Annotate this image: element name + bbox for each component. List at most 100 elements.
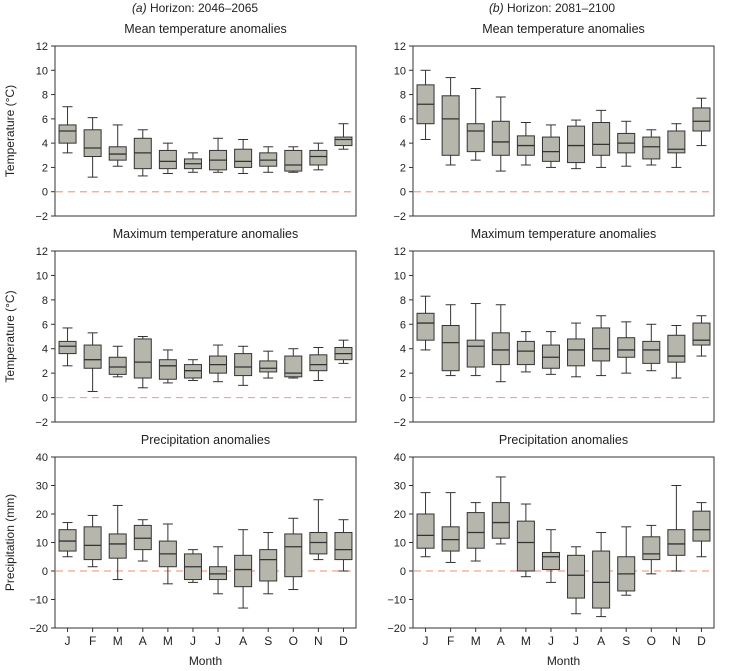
panel-r0c1-month-2-box xyxy=(466,123,485,153)
panel-r0c0-ylabel: Temperature (°C) xyxy=(3,85,17,177)
panel-r1c1-month-6-box xyxy=(567,338,586,367)
panel-r2c1-xtick-label-8: S xyxy=(622,634,630,648)
column-header-b-text: Horizon: 2081–2100 xyxy=(506,1,616,15)
panel-r1c1-ytick-label-4: 6 xyxy=(400,319,406,331)
panel-r1c0-month-0-box xyxy=(58,340,77,355)
panel-r2c1-xlabel: Month xyxy=(547,654,580,668)
panel-r0c1-ytick-label-5: 8 xyxy=(400,90,406,102)
panel-r0c1-month-9-box xyxy=(642,136,661,160)
panel-r2c0-xtick-label-7: A xyxy=(239,634,247,648)
panel-r2c1-month-1-box xyxy=(441,526,460,552)
panel-r0c0-ytick-label-3: 4 xyxy=(42,138,48,150)
panel-r2c0-month-2-box xyxy=(108,533,127,559)
panel-r0c1-month-3-box xyxy=(491,120,510,156)
panel-r1c1-title: Maximum temperature anomalies xyxy=(471,227,657,241)
panel-r2c0-month-3-box xyxy=(133,524,152,551)
panel-r1c0-month-1-box xyxy=(83,344,102,369)
panel-r1c0-ytick-label-0: −2 xyxy=(35,417,48,429)
panel-r2c1-ytick-label-5: 30 xyxy=(394,481,406,493)
panel-r1c0-ytick-label-4: 6 xyxy=(42,319,48,331)
panel-r0c0-ytick-label-1: 0 xyxy=(42,187,48,199)
panel-r0c0-month-9-box xyxy=(284,149,303,172)
panel-r2c0-xtick-label-5: J xyxy=(190,634,196,648)
panel-r1c1-ytick-label-5: 8 xyxy=(400,295,406,307)
panel-r2c1-xtick-label-6: J xyxy=(573,634,579,648)
panel-r2c0-xtick-label-3: A xyxy=(139,634,147,648)
panel-r0c1-ytick-label-2: 2 xyxy=(400,162,406,174)
panel-r2c1-month-0-box xyxy=(416,513,435,549)
panel-r1c0-month-9-box xyxy=(284,355,303,378)
panel-r1c0-title: Maximum temperature anomalies xyxy=(113,227,299,241)
panel-r2c0-title: Precipitation anomalies xyxy=(141,433,270,447)
panel-r0c1-ytick-label-1: 0 xyxy=(400,187,406,199)
panel-r0c1-ytick-label-4: 6 xyxy=(400,114,406,126)
panel-r1c1-ytick-label-6: 10 xyxy=(394,270,406,282)
panel-r2c0-ylabel: Precipitation (mm) xyxy=(3,494,17,591)
panel-r1c1-ytick-label-3: 4 xyxy=(400,344,406,356)
panel-r0c1-ytick-label-0: −2 xyxy=(393,211,406,223)
panel-r0c0-ytick-label-2: 2 xyxy=(42,162,48,174)
panel-r0c0-ytick-label-7: 12 xyxy=(36,41,48,53)
panel-r2c0-ytick-label-4: 20 xyxy=(36,509,48,521)
panel-r2c0-month-11-box xyxy=(334,532,353,561)
panel-r1c0-frame xyxy=(54,250,357,423)
panel-r1c1-month-3-box xyxy=(491,332,510,366)
panel-r1c1-ytick-label-7: 12 xyxy=(394,246,406,258)
panel-r1c1-month-1-box xyxy=(441,325,460,372)
panel-r2c0-month-1-box xyxy=(83,526,102,561)
panel-r1c1-ytick-label-1: 0 xyxy=(400,393,406,405)
panel-r2c0-ytick-label-1: −10 xyxy=(29,595,48,607)
panel-r0c0-month-4-box xyxy=(158,149,177,170)
panel-r2c0-ytick-label-2: 0 xyxy=(42,566,48,578)
panel-r0c0-month-7-box xyxy=(234,148,253,168)
panel-r2c1-ytick-label-0: −20 xyxy=(387,623,406,635)
panel-r1c1-ytick-label-0: −2 xyxy=(393,417,406,429)
panel-r1c0-ytick-label-2: 2 xyxy=(42,368,48,380)
panel-r2c1-title: Precipitation anomalies xyxy=(499,433,628,447)
panel-r2c1-ytick-label-2: 0 xyxy=(400,566,406,578)
panel-r1c0-month-8-box xyxy=(259,360,278,373)
panel-r2c0-month-7-box xyxy=(234,554,253,588)
panel-r0c0-month-10-box xyxy=(309,149,328,166)
panel-r1c1-month-8-box xyxy=(617,337,636,358)
panel-r1c1-month-7-box xyxy=(592,327,611,362)
panel-r2c1-ytick-label-3: 10 xyxy=(394,538,406,550)
panel-r2c1-ytick-label-1: −10 xyxy=(387,595,406,607)
panel-r2c1-month-11-box xyxy=(692,510,711,542)
panel-r1c0-month-10-box xyxy=(309,354,328,372)
panel-r2c1-xtick-label-3: A xyxy=(497,634,505,648)
panel-r2c1-xtick-label-5: J xyxy=(548,634,554,648)
panel-r1c0-month-7-box xyxy=(234,353,253,377)
panel-r0c1-month-11-box xyxy=(692,107,711,132)
panel-r0c1-month-5-box xyxy=(541,136,560,162)
panel-r2c0-xtick-label-0: J xyxy=(65,634,71,648)
column-header-b-letter: (b) xyxy=(488,1,504,15)
panel-r2c1-ytick-label-4: 20 xyxy=(394,509,406,521)
panel-r2c1-month-4-box xyxy=(516,520,535,572)
panel-r0c0-month-1-box xyxy=(83,129,102,158)
panel-r2c0-xtick-label-6: J xyxy=(215,634,221,648)
column-header-a-letter: (a) xyxy=(131,1,147,15)
panel-r1c1-month-2-box xyxy=(466,339,485,368)
panel-r2c0-xtick-label-11: D xyxy=(339,634,348,648)
panel-r2c0-month-8-box xyxy=(259,549,278,582)
panel-r1c0-ytick-label-3: 4 xyxy=(42,344,48,356)
panel-r2c1-month-10-box xyxy=(667,529,686,556)
panel-r0c1-ytick-label-3: 4 xyxy=(400,138,406,150)
panel-r2c0-xtick-label-9: O xyxy=(289,634,298,648)
panel-r0c0-ytick-label-5: 8 xyxy=(42,90,48,102)
panel-r0c0-ytick-label-0: −2 xyxy=(35,211,48,223)
panel-r1c1-frame xyxy=(412,250,715,423)
panel-r2c1-xtick-label-1: F xyxy=(447,634,454,648)
panel-r1c1-month-11-box xyxy=(692,322,711,346)
panel-r0c0-frame xyxy=(54,45,357,217)
panel-r2c0-xtick-label-8: S xyxy=(264,634,272,648)
panel-r2c0-xtick-label-10: N xyxy=(314,634,323,648)
panel-r1c1-month-9-box xyxy=(642,340,661,364)
panel-r0c0-month-0-box xyxy=(58,124,77,144)
panel-r0c1-frame xyxy=(412,45,715,217)
panel-r2c1-xtick-label-9: O xyxy=(647,634,656,648)
panel-r2c1-month-2-box xyxy=(466,512,485,549)
panel-r2c0-ytick-label-0: −20 xyxy=(29,623,48,635)
